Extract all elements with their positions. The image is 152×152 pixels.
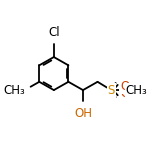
Text: CH₃: CH₃	[126, 84, 147, 97]
Text: O: O	[120, 80, 129, 93]
Text: CH₃: CH₃	[3, 84, 25, 97]
Text: Cl: Cl	[48, 26, 60, 39]
Text: OH: OH	[74, 107, 92, 120]
Text: O: O	[120, 87, 129, 100]
Text: S: S	[107, 84, 115, 97]
